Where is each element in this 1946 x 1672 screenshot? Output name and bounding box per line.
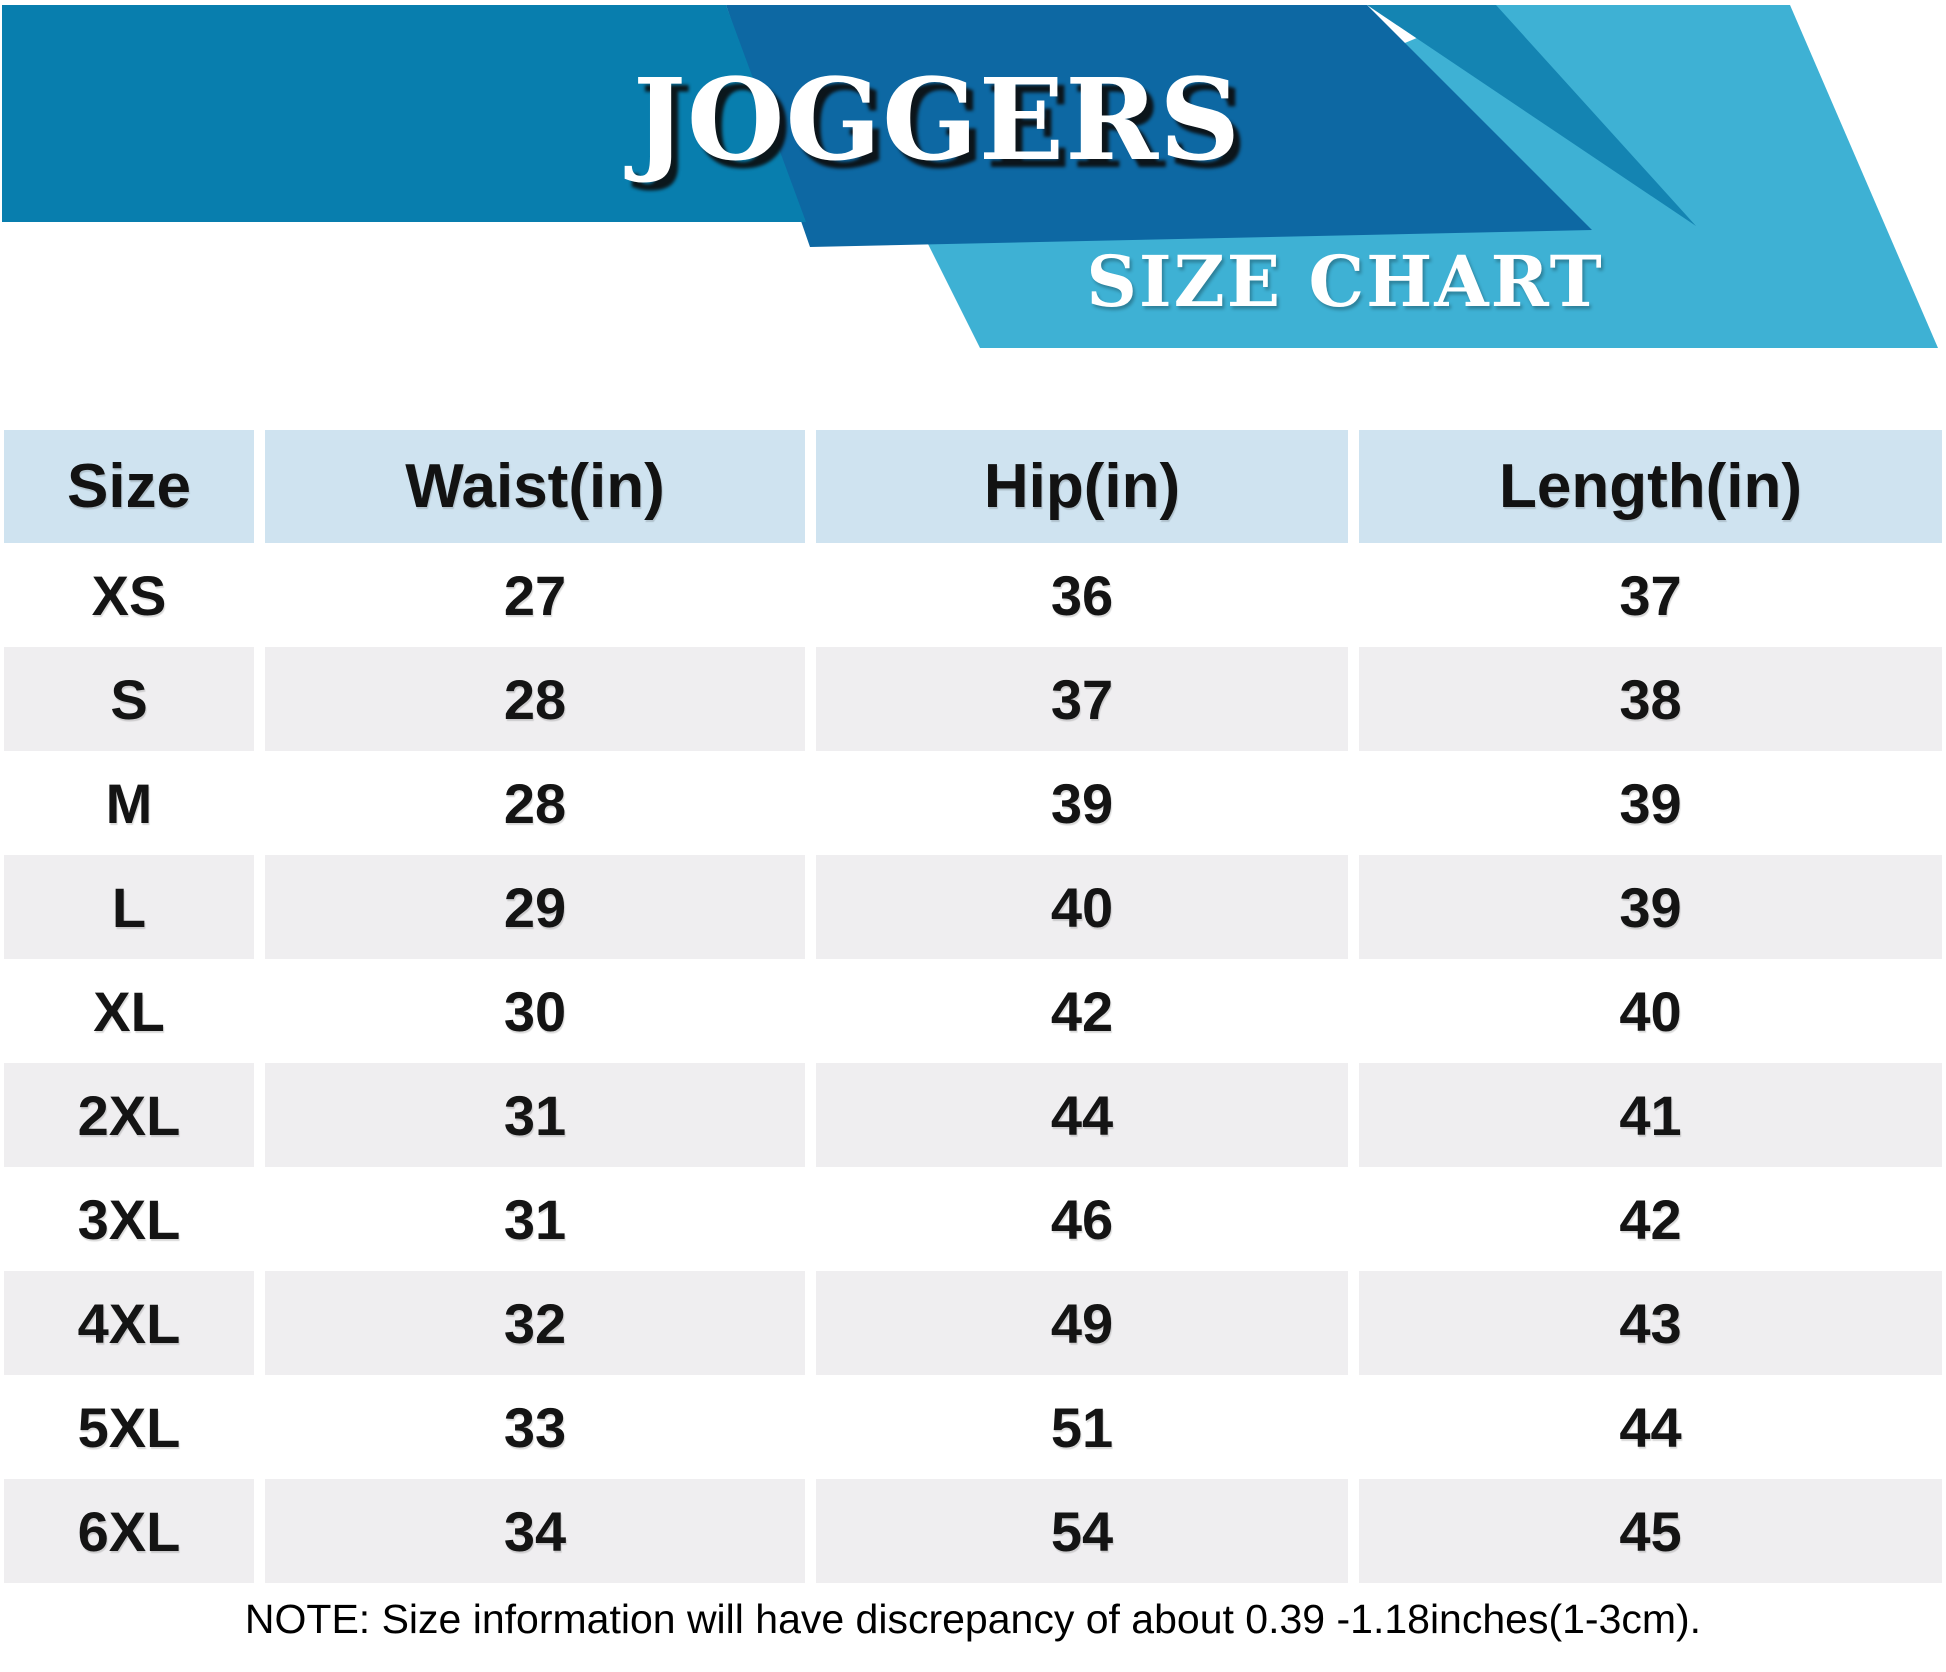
waist-cell: 28 bbox=[265, 751, 805, 855]
waist-cell: 34 bbox=[265, 1479, 805, 1583]
waist-cell: 27 bbox=[265, 543, 805, 647]
hip-cell: 39 bbox=[816, 751, 1348, 855]
waist-cell: 28 bbox=[265, 647, 805, 751]
table-row: M 28 39 39 bbox=[4, 751, 1942, 855]
length-cell: 39 bbox=[1359, 751, 1942, 855]
table-row: 4XL 32 49 43 bbox=[4, 1271, 1942, 1375]
table-row: 5XL 33 51 44 bbox=[4, 1375, 1942, 1479]
banner-dark-panel bbox=[726, 5, 1592, 247]
hip-cell: 51 bbox=[816, 1375, 1348, 1479]
table-body: XS 27 36 37 S 28 37 38 M 28 39 39 L 29 4… bbox=[4, 543, 1942, 1583]
page-title: JOGGERS bbox=[632, 54, 1242, 186]
length-cell: 42 bbox=[1359, 1167, 1942, 1271]
size-cell: M bbox=[4, 751, 254, 855]
size-cell: XL bbox=[4, 959, 254, 1063]
waist-cell: 31 bbox=[265, 1167, 805, 1271]
size-chart-table: Size Waist(in) Hip(in) Length(in) XS 27 … bbox=[4, 430, 1942, 1583]
hip-cell: 36 bbox=[816, 543, 1348, 647]
column-header-waist: Waist(in) bbox=[265, 430, 805, 543]
hip-cell: 42 bbox=[816, 959, 1348, 1063]
table-row: 2XL 31 44 41 bbox=[4, 1063, 1942, 1167]
length-cell: 40 bbox=[1359, 959, 1942, 1063]
hip-cell: 40 bbox=[816, 855, 1348, 959]
hip-cell: 49 bbox=[816, 1271, 1348, 1375]
size-cell: 5XL bbox=[4, 1375, 254, 1479]
waist-cell: 30 bbox=[265, 959, 805, 1063]
size-cell: 3XL bbox=[4, 1167, 254, 1271]
banner-shapes bbox=[2, 5, 1938, 348]
length-cell: 45 bbox=[1359, 1479, 1942, 1583]
size-cell: S bbox=[4, 647, 254, 751]
banner-main-band bbox=[2, 5, 806, 222]
waist-cell: 31 bbox=[265, 1063, 805, 1167]
table-row: XS 27 36 37 bbox=[4, 543, 1942, 647]
size-cell: XS bbox=[4, 543, 254, 647]
table-row: 6XL 34 54 45 bbox=[4, 1479, 1942, 1583]
column-header-length: Length(in) bbox=[1359, 430, 1942, 543]
length-cell: 39 bbox=[1359, 855, 1942, 959]
length-cell: 44 bbox=[1359, 1375, 1942, 1479]
table-header-row: Size Waist(in) Hip(in) Length(in) bbox=[4, 430, 1942, 543]
size-note: NOTE: Size information will have discrep… bbox=[244, 1596, 1702, 1642]
length-cell: 43 bbox=[1359, 1271, 1942, 1375]
length-cell: 37 bbox=[1359, 543, 1942, 647]
hip-cell: 37 bbox=[816, 647, 1348, 751]
length-cell: 38 bbox=[1359, 647, 1942, 751]
size-cell: 2XL bbox=[4, 1063, 254, 1167]
waist-cell: 32 bbox=[265, 1271, 805, 1375]
waist-cell: 29 bbox=[265, 855, 805, 959]
table-row: XL 30 42 40 bbox=[4, 959, 1942, 1063]
waist-cell: 33 bbox=[265, 1375, 805, 1479]
hip-cell: 46 bbox=[816, 1167, 1348, 1271]
table-row: 3XL 31 46 42 bbox=[4, 1167, 1942, 1271]
hip-cell: 54 bbox=[816, 1479, 1348, 1583]
column-header-hip: Hip(in) bbox=[816, 430, 1348, 543]
banner-mid-wedge bbox=[1367, 5, 1696, 226]
table-row: L 29 40 39 bbox=[4, 855, 1942, 959]
column-header-size: Size bbox=[4, 430, 254, 543]
length-cell: 41 bbox=[1359, 1063, 1942, 1167]
size-cell: 6XL bbox=[4, 1479, 254, 1583]
size-cell: 4XL bbox=[4, 1271, 254, 1375]
hip-cell: 44 bbox=[816, 1063, 1348, 1167]
page-subtitle: SIZE CHART bbox=[1086, 239, 1604, 323]
size-cell: L bbox=[4, 855, 254, 959]
table-row: S 28 37 38 bbox=[4, 647, 1942, 751]
